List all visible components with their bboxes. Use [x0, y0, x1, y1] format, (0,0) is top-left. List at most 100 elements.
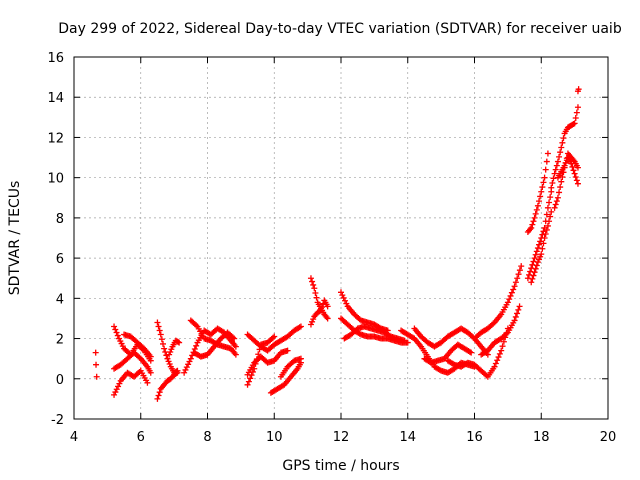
data-point: [156, 389, 163, 396]
y-tick-label: 6: [56, 252, 64, 267]
data-point: [534, 245, 541, 252]
y-tick-label: 8: [56, 212, 64, 227]
data-point: [548, 184, 555, 191]
series-arc-v: [398, 327, 478, 376]
data-point: [498, 347, 505, 354]
data-point: [296, 324, 303, 331]
data-point: [245, 378, 252, 385]
data-point: [556, 189, 563, 196]
data-point: [552, 166, 559, 173]
data-point: [542, 166, 549, 173]
series-arc-ae: [548, 104, 581, 191]
data-point: [573, 109, 580, 116]
data-point: [162, 348, 169, 355]
data-point: [255, 351, 262, 358]
data-point: [560, 135, 567, 142]
data-point: [147, 369, 154, 376]
data-point: [532, 210, 539, 217]
data-point: [514, 275, 521, 282]
data-point: [541, 174, 548, 181]
data-point: [307, 321, 314, 328]
data-point: [144, 379, 151, 386]
data-point: [553, 198, 560, 205]
data-point: [572, 115, 579, 122]
data-point: [154, 395, 161, 402]
series-arc-h: [166, 337, 183, 358]
data-point: [193, 322, 200, 329]
data-point: [165, 358, 172, 365]
data-point: [181, 369, 188, 376]
data-point: [229, 334, 236, 341]
series-arc-d: [111, 367, 151, 398]
data-point: [540, 179, 547, 186]
series-arc-p: [277, 355, 304, 380]
x-tick-label: 20: [600, 430, 617, 445]
data-point: [557, 184, 564, 191]
data-point: [317, 307, 324, 314]
data-point: [537, 238, 544, 245]
data-point: [269, 334, 276, 341]
data-point: [191, 346, 198, 353]
data-point: [570, 121, 577, 128]
data-point: [187, 355, 194, 362]
data-point: [496, 350, 503, 357]
data-point: [539, 245, 546, 252]
data-point: [541, 235, 548, 241]
y-tick-label: 4: [56, 292, 64, 307]
data-point: [252, 360, 259, 367]
data-point: [500, 338, 507, 345]
data-point: [324, 303, 331, 310]
data-point: [534, 202, 541, 209]
data-point: [510, 286, 517, 293]
data-point: [574, 164, 581, 171]
data-point: [256, 346, 263, 353]
data-point: [558, 144, 565, 151]
data-point: [450, 360, 457, 367]
data-point: [182, 366, 189, 373]
data-point: [136, 368, 143, 375]
data-point: [516, 267, 523, 274]
data-point: [536, 198, 543, 205]
data-point: [561, 162, 568, 169]
data-point: [167, 348, 174, 355]
data-point: [542, 230, 549, 237]
data-point: [114, 332, 121, 339]
series-arc-a: [92, 349, 100, 380]
data-point: [111, 323, 118, 330]
series-arc-f: [154, 319, 181, 376]
data-point: [309, 278, 316, 285]
data-point: [544, 204, 551, 211]
data-point: [307, 275, 314, 282]
x-tick-label: 14: [399, 430, 416, 445]
series-arc-j: [187, 317, 239, 358]
series-arc-ac: [524, 150, 551, 235]
data-point: [340, 294, 347, 301]
data-point: [548, 208, 555, 215]
x-axis-label: GPS time / hours: [282, 458, 399, 474]
series-arc-l: [244, 323, 304, 354]
data-point: [342, 297, 349, 304]
x-tick-label: 6: [137, 430, 145, 445]
data-point: [401, 337, 408, 344]
data-point: [166, 351, 173, 358]
data-point: [554, 194, 561, 201]
plot-frame: [73, 56, 609, 420]
data-point: [113, 329, 120, 336]
series-arc-e: [121, 331, 154, 360]
data-point: [544, 222, 551, 229]
data-point: [574, 180, 581, 187]
series-arc-aa: [478, 303, 523, 358]
data-point: [544, 150, 551, 157]
data-point: [174, 369, 181, 376]
data-point: [248, 372, 255, 379]
data-point: [529, 221, 536, 228]
data-point: [436, 366, 443, 373]
data-point: [575, 86, 582, 93]
data-point: [536, 256, 543, 263]
data-point: [530, 272, 537, 279]
data-point: [312, 289, 319, 296]
data-point: [528, 279, 535, 286]
data-point: [183, 364, 190, 371]
data-point: [338, 289, 344, 296]
